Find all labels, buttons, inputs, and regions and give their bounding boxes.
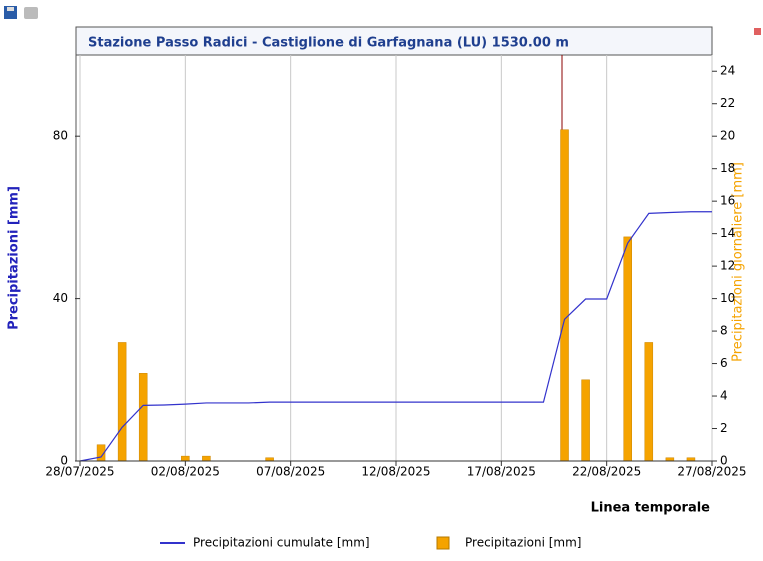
y2-tick-label: 24 — [720, 64, 735, 78]
x-tick-label: 12/08/2025 — [361, 465, 430, 479]
save-icon-label — [7, 7, 14, 11]
y2-tick-label: 0 — [720, 454, 728, 468]
y2-tick-label: 4 — [720, 389, 728, 403]
y2-tick-label: 8 — [720, 324, 728, 338]
plot-frame — [75, 26, 713, 462]
bar — [560, 129, 569, 462]
line — [79, 211, 712, 462]
y2-tick-label: 10 — [720, 291, 735, 305]
y2-tick-label: 14 — [720, 226, 735, 240]
y2-tick-label: 2 — [720, 421, 728, 435]
bar — [181, 455, 190, 462]
bar — [581, 379, 590, 462]
legend-swatch-bar — [436, 536, 450, 550]
y-tick-label: 80 — [53, 129, 68, 143]
y-axis-label: Precipitazioni [mm] — [7, 186, 22, 330]
bar — [138, 373, 148, 462]
title-box — [75, 26, 713, 56]
y2-tick-label: 22 — [720, 96, 735, 110]
y-tick-label: 0 — [60, 454, 68, 468]
x-tick-label: 17/08/2025 — [467, 465, 536, 479]
x-tick-label: 22/08/2025 — [572, 465, 641, 479]
y2-tick-label: 16 — [720, 194, 735, 208]
bar — [644, 342, 654, 462]
y2-tick-label: 18 — [720, 161, 735, 175]
x-tick-label: 07/08/2025 — [256, 465, 325, 479]
print-icon[interactable] — [24, 7, 38, 19]
y-tick-label: 40 — [53, 291, 68, 305]
legend-label: Precipitazioni cumulate [mm] — [193, 536, 370, 550]
x-axis-label: Linea temporale — [591, 501, 711, 516]
y2-tick-label: 6 — [720, 356, 728, 370]
chart-title: Stazione Passo Radici - Castiglione di G… — [88, 36, 569, 51]
x-tick-label: 27/08/2025 — [677, 465, 746, 479]
bar — [117, 342, 127, 462]
bar — [202, 455, 211, 462]
y2-tick-label: 12 — [720, 259, 735, 273]
bar — [623, 236, 632, 462]
legend-label: Precipitazioni [mm] — [465, 536, 582, 550]
y2-tick-label: 20 — [720, 129, 735, 143]
y2-axis-label: Precipitazioni giornaliere [mm] — [731, 162, 746, 362]
x-tick-label: 02/08/2025 — [151, 465, 220, 479]
x-tick-label: 28/07/2025 — [45, 465, 114, 479]
close-icon[interactable] — [754, 28, 761, 35]
